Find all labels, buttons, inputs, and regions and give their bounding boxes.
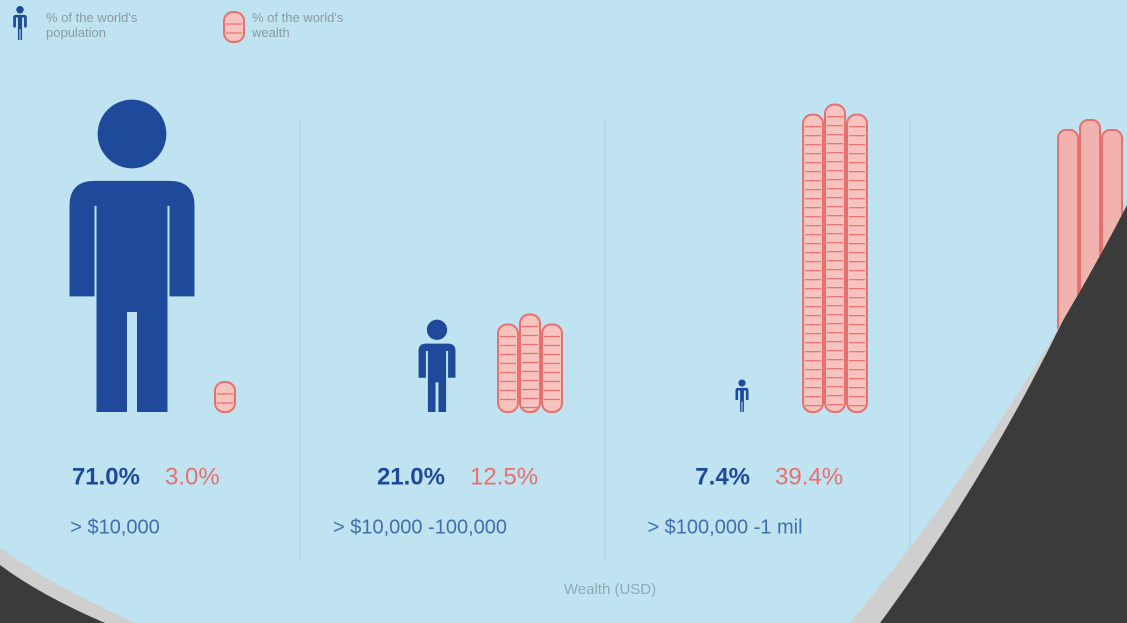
x-axis-label: Wealth (USD): [564, 581, 656, 598]
category-label: > $10,000 -100,000: [333, 516, 507, 538]
legend-entry: % of the world's population: [46, 10, 138, 40]
wealth-coin-stack: [214, 381, 236, 413]
wealth-coin-stack: [802, 103, 868, 414]
population-value-label: 21.0%: [377, 463, 445, 490]
legend-label: % of the world's population: [46, 10, 138, 40]
legend-label: % of the world's wealth: [252, 10, 344, 40]
category-label: > $100,000 -1 mil: [647, 516, 802, 538]
wealth-value-label: 39.4%: [775, 463, 843, 490]
population-value-label: 71.0%: [72, 463, 140, 490]
population-figure: [735, 379, 749, 412]
legend-icon: [223, 11, 245, 43]
wealth-value-label: 12.5%: [470, 463, 538, 490]
legend-icon: [13, 5, 27, 40]
category-label: > $10,000: [70, 516, 160, 538]
population-figure: [418, 319, 456, 412]
population-value-label: 7.4%: [695, 463, 750, 490]
legend-entry: % of the world's wealth: [252, 10, 344, 40]
partial-coin-stack: [1057, 119, 1123, 411]
wealth-coin-stack: [497, 313, 563, 413]
wealth-value-label: 3.0%: [165, 463, 220, 490]
population-figure: [69, 99, 195, 412]
